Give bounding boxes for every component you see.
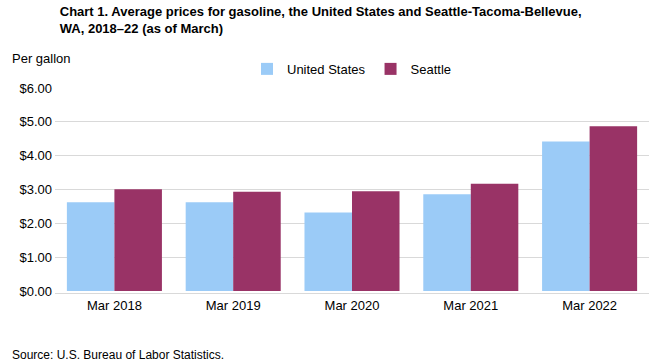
- svg-text:$5.00: $5.00: [19, 114, 52, 129]
- svg-text:$2.00: $2.00: [19, 216, 52, 231]
- svg-text:Mar 2021: Mar 2021: [443, 298, 498, 313]
- svg-text:Mar 2022: Mar 2022: [562, 298, 617, 313]
- svg-text:Chart 1. Average prices for ga: Chart 1. Average prices for gasoline, th…: [60, 4, 582, 36]
- svg-text:$4.00: $4.00: [19, 148, 52, 163]
- svg-text:$1.00: $1.00: [19, 250, 52, 265]
- svg-text:Mar 2019: Mar 2019: [206, 298, 261, 313]
- svg-text:$0.00: $0.00: [19, 284, 52, 299]
- svg-text:Per gallon: Per gallon: [12, 51, 71, 66]
- svg-text:$6.00: $6.00: [19, 81, 52, 96]
- svg-text:Mar 2020: Mar 2020: [325, 298, 380, 313]
- svg-text:Seattle: Seattle: [411, 62, 451, 77]
- svg-text:Mar 2018: Mar 2018: [87, 298, 142, 313]
- svg-text:$3.00: $3.00: [19, 182, 52, 197]
- svg-text:United States: United States: [287, 62, 366, 77]
- svg-text:Source: U.S. Bureau of Labor S: Source: U.S. Bureau of Labor Statistics.: [12, 348, 224, 361]
